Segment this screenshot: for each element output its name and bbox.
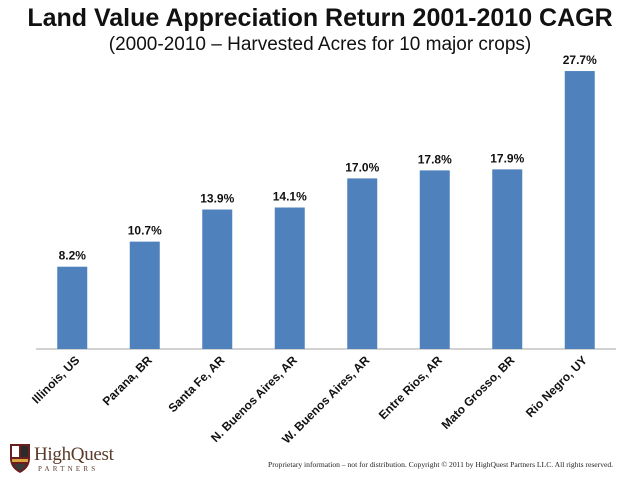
bar-0 [57, 266, 88, 349]
highquest-logo: HighQuest PARTNERS [8, 442, 138, 476]
value-label-1: 10.7% [128, 224, 162, 238]
value-label-7: 27.7% [563, 53, 597, 67]
bar-4 [347, 178, 378, 349]
copyright-footer: Proprietary information – not for distri… [268, 460, 614, 469]
chart-title: Land Value Appreciation Return 2001-2010… [27, 4, 613, 32]
bar-6 [492, 169, 523, 349]
bar-5 [419, 170, 450, 349]
category-label-1: Parana, BR [100, 353, 155, 408]
chart-subtitle: (2000-2010 – Harvested Acres for 10 majo… [108, 34, 532, 55]
bar-1 [129, 241, 160, 349]
category-label-5: Entre Rios, AR [376, 353, 445, 422]
value-label-5: 17.8% [418, 152, 452, 166]
value-label-2: 13.9% [200, 192, 234, 206]
bar-7 [564, 71, 595, 349]
value-label-4: 17.0% [345, 160, 379, 174]
category-label-0: Illinois, US [29, 353, 82, 406]
category-label-6: Mato Grosso, BR [439, 353, 518, 432]
bar-3 [274, 207, 305, 349]
bar-2 [202, 209, 233, 349]
logo-name: HighQuest [34, 444, 114, 465]
value-label-0: 8.2% [59, 249, 87, 263]
logo-shield-icon [10, 444, 30, 473]
value-label-3: 14.1% [273, 190, 307, 204]
category-label-7: Rio Negro, UY [523, 353, 590, 420]
value-label-6: 17.9% [490, 151, 524, 165]
category-label-2: Santa Fe, AR [165, 353, 227, 415]
logo-subtitle: PARTNERS [38, 465, 99, 473]
